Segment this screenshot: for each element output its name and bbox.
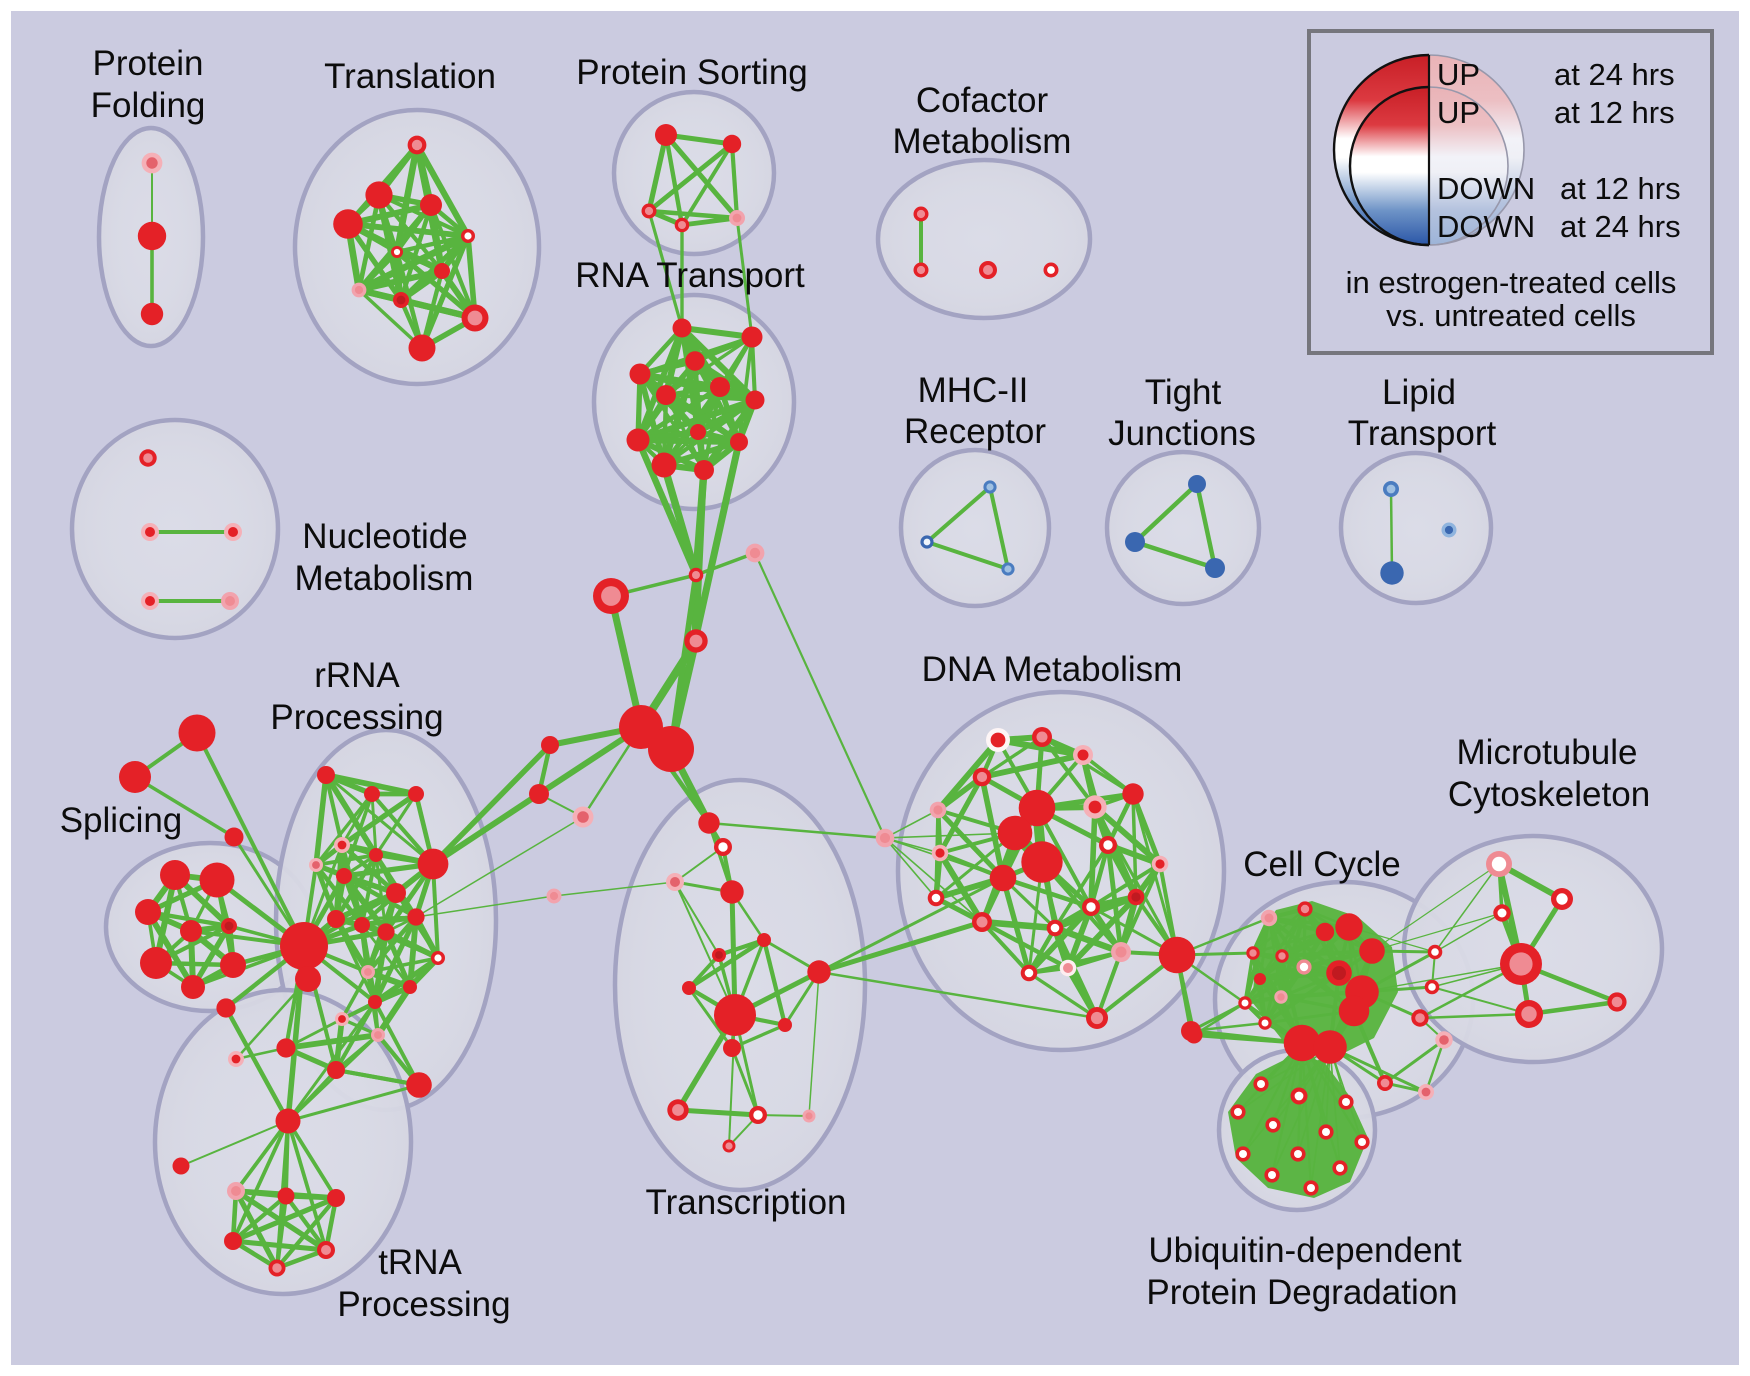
svg-text:Metabolism: Metabolism [295, 559, 474, 598]
svg-text:Cell Cycle: Cell Cycle [1243, 845, 1401, 884]
svg-text:in estrogen-treated cells: in estrogen-treated cells [1346, 265, 1677, 300]
svg-text:at 24 hrs: at 24 hrs [1554, 57, 1675, 92]
svg-text:Transport: Transport [1348, 414, 1497, 453]
svg-text:Junctions: Junctions [1108, 414, 1256, 453]
svg-text:Cytoskeleton: Cytoskeleton [1448, 775, 1650, 814]
svg-text:Folding: Folding [91, 86, 206, 125]
svg-text:DOWN: DOWN [1437, 171, 1535, 206]
svg-text:MHC-II: MHC-II [918, 371, 1029, 410]
svg-text:DNA Metabolism: DNA Metabolism [922, 650, 1183, 689]
svg-text:at 12 hrs: at 12 hrs [1560, 171, 1681, 206]
svg-text:Receptor: Receptor [904, 412, 1046, 451]
svg-text:Transcription: Transcription [646, 1183, 847, 1222]
svg-text:Nucleotide: Nucleotide [302, 517, 467, 556]
svg-text:tRNA: tRNA [378, 1243, 462, 1282]
svg-text:Processing: Processing [337, 1285, 510, 1324]
svg-text:Metabolism: Metabolism [893, 122, 1072, 161]
svg-text:Lipid: Lipid [1382, 373, 1456, 412]
svg-text:Translation: Translation [324, 57, 496, 96]
svg-text:Protein Degradation: Protein Degradation [1146, 1273, 1457, 1312]
svg-text:DOWN: DOWN [1437, 209, 1535, 244]
svg-text:Microtubule: Microtubule [1457, 733, 1638, 772]
svg-text:UP: UP [1437, 57, 1480, 92]
svg-text:Protein Sorting: Protein Sorting [576, 53, 808, 92]
svg-text:RNA Transport: RNA Transport [575, 256, 805, 295]
svg-text:rRNA: rRNA [314, 656, 400, 695]
svg-text:Processing: Processing [270, 698, 443, 737]
svg-text:at 12 hrs: at 12 hrs [1554, 95, 1675, 130]
svg-text:Splicing: Splicing [60, 801, 183, 840]
svg-text:Cofactor: Cofactor [916, 81, 1049, 120]
svg-text:Tight: Tight [1145, 373, 1222, 412]
svg-text:vs. untreated cells: vs. untreated cells [1386, 298, 1636, 333]
svg-text:Ubiquitin-dependent: Ubiquitin-dependent [1148, 1231, 1462, 1270]
svg-text:UP: UP [1437, 95, 1480, 130]
svg-text:Protein: Protein [93, 44, 204, 83]
svg-text:at 24 hrs: at 24 hrs [1560, 209, 1681, 244]
